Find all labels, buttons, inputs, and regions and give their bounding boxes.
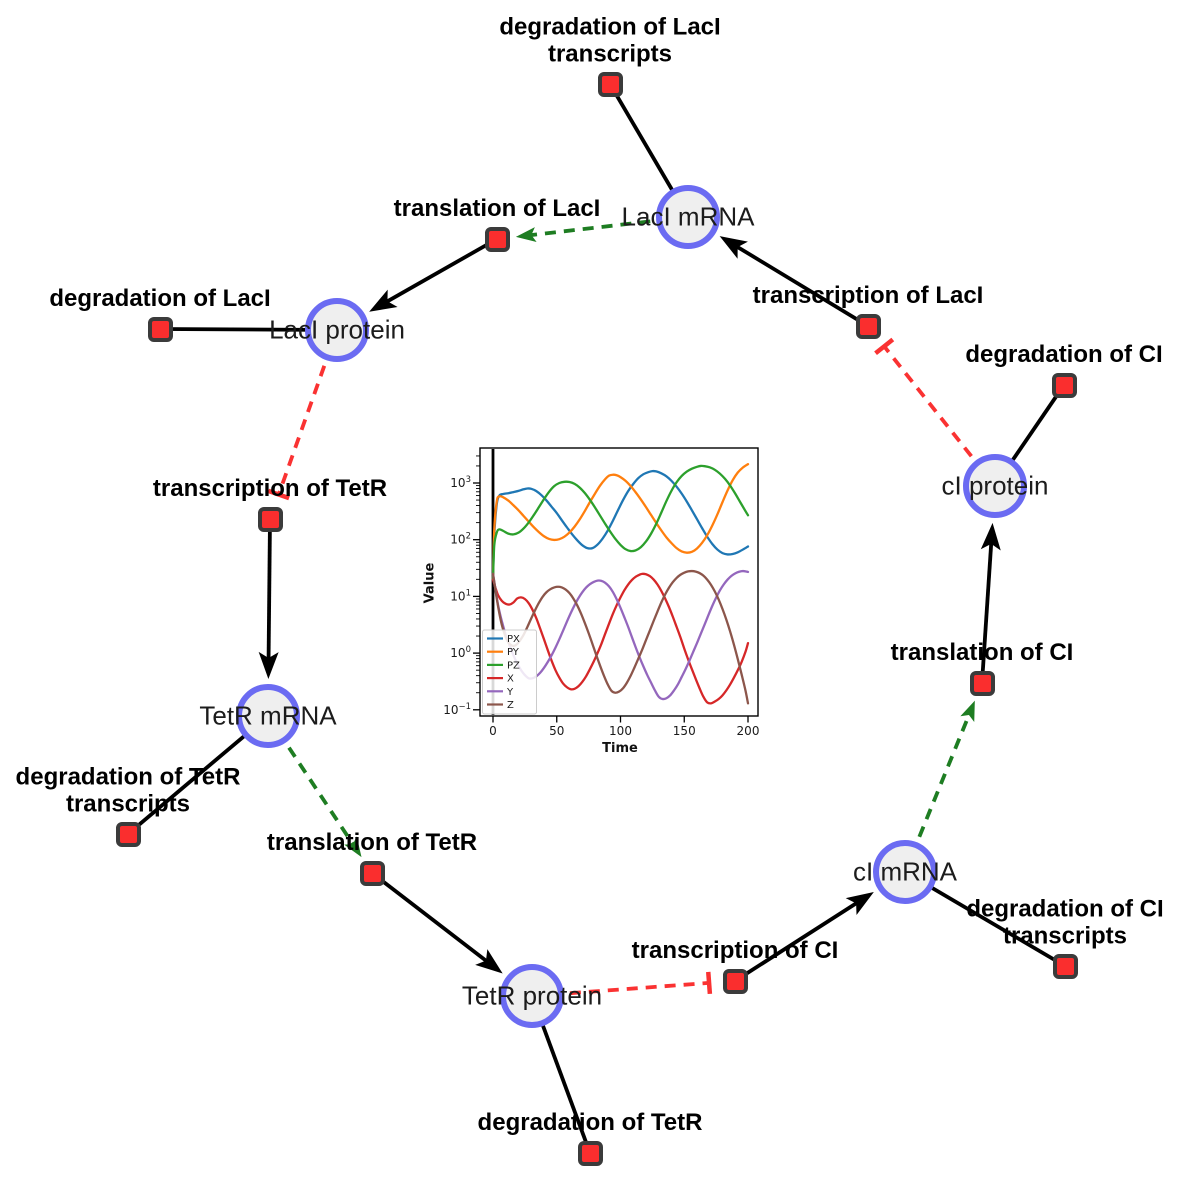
reaction-label: transcription of LacI	[752, 282, 984, 310]
reaction-node-deg-tetr[interactable]	[577, 1140, 603, 1166]
species-label: LacI protein	[269, 314, 405, 345]
reaction-label: translation of TetR	[266, 829, 478, 857]
reaction-node-tx-ci[interactable]	[722, 968, 748, 994]
reaction-node-tx-laci[interactable]	[855, 313, 881, 339]
reaction-node-deg-ci-tx[interactable]	[1052, 953, 1078, 979]
species-node-ci-mrna[interactable]	[873, 840, 937, 904]
species-node-laci-mrna[interactable]	[656, 185, 720, 249]
reaction-node-tx-tetr[interactable]	[257, 506, 283, 532]
reaction-node-transl-tetr[interactable]	[359, 860, 385, 886]
reaction-node-deg-laci-tx[interactable]	[597, 71, 623, 97]
chart-x-axis-label: Time	[602, 741, 638, 756]
reaction-label: transcription of CI	[631, 937, 839, 965]
species-node-ci-protein[interactable]	[963, 454, 1027, 518]
reaction-label: translation of CI	[890, 639, 1074, 667]
reaction-label: degradation of LacI	[49, 285, 271, 313]
reaction-label: degradation of LacI transcripts	[499, 13, 721, 68]
reaction-label: degradation of TetR	[477, 1109, 703, 1137]
species-label: TetR protein	[461, 980, 603, 1011]
reaction-label: degradation of TetR transcripts	[15, 763, 241, 818]
reaction-node-transl-ci[interactable]	[969, 670, 995, 696]
species-label: LacI mRNA	[621, 201, 755, 232]
reaction-node-transl-laci[interactable]	[484, 226, 510, 252]
species-label: cI mRNA	[853, 856, 957, 887]
reaction-node-deg-ci[interactable]	[1051, 372, 1077, 398]
species-node-tetr-mrna[interactable]	[236, 684, 300, 748]
species-node-laci-protein[interactable]	[305, 298, 369, 362]
reaction-label: translation of LacI	[393, 195, 601, 223]
species-node-tetr-protein[interactable]	[500, 964, 564, 1028]
reaction-label: degradation of CI transcripts	[966, 895, 1164, 950]
chart-y-axis-label: Value	[422, 562, 438, 604]
reaction-label: degradation of CI	[965, 341, 1163, 369]
reaction-node-deg-tetr-tx[interactable]	[115, 821, 141, 847]
reaction-label: transcription of TetR	[152, 475, 388, 503]
species-label: TetR mRNA	[199, 700, 337, 731]
species-label: cI protein	[941, 470, 1049, 501]
reaction-node-deg-laci[interactable]	[147, 316, 173, 342]
